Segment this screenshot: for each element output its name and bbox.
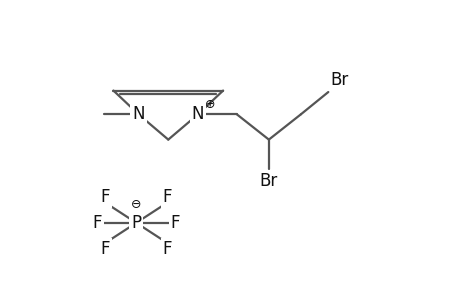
Text: F: F xyxy=(100,188,110,206)
Text: Br: Br xyxy=(259,172,277,190)
Text: ⊕: ⊕ xyxy=(205,98,215,111)
Text: P: P xyxy=(131,214,141,232)
Text: F: F xyxy=(162,188,172,206)
Text: F: F xyxy=(162,240,172,258)
Text: F: F xyxy=(92,214,102,232)
Text: Br: Br xyxy=(330,71,348,89)
Text: ⊖: ⊖ xyxy=(131,198,141,211)
Text: N: N xyxy=(191,105,204,123)
Text: F: F xyxy=(170,214,179,232)
Text: N: N xyxy=(132,105,145,123)
Text: F: F xyxy=(100,240,110,258)
